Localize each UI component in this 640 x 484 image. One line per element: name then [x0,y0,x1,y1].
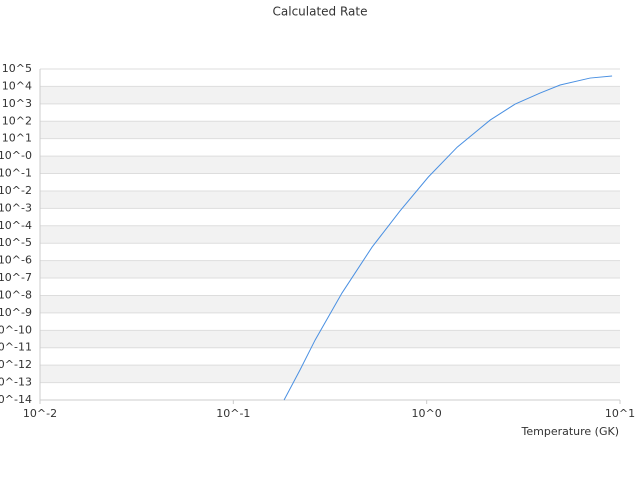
y-tick-label: 10^-9 [0,306,32,319]
y-tick-label: 10^5 [2,62,32,75]
y-tick-label: 10^-11 [0,341,32,354]
x-tick-label: 10^0 [412,407,442,420]
y-tick-label: 10^-14 [0,393,32,406]
grid-band [40,330,620,348]
y-tick-label: 10^3 [2,97,32,110]
x-tick-label: 10^-1 [216,407,250,420]
x-axis-label: Temperature (GK) [521,425,620,438]
grid-band [40,156,620,174]
y-tick-label: 10^-0 [0,149,32,162]
grid-band [40,86,620,104]
y-tick-label: 10^-13 [0,376,32,389]
x-tick-label: 10^-2 [23,407,57,420]
grid-band [40,190,620,209]
grid-band [40,295,620,313]
grid-band [40,225,620,244]
y-tick-label: 10^-8 [0,288,32,301]
y-tick-label: 10^-6 [0,254,32,267]
y-tick-label: 10^-1 [0,167,32,180]
y-tick-label: 10^-7 [0,271,32,284]
grid-band [40,121,620,139]
y-tick-label: 10^-12 [0,358,32,371]
y-tick-label: 10^2 [2,114,32,127]
y-tick-label: 10^4 [2,79,32,92]
y-tick-label: 10^-5 [0,236,32,249]
y-tick-label: 10^-3 [0,201,32,214]
y-tick-label: 10^-4 [0,219,32,232]
grid-band [40,365,620,383]
y-tick-label: 10^-2 [0,184,32,197]
grid-band [40,260,620,279]
y-tick-label: 10^1 [2,132,32,145]
y-tick-label: 10^-10 [0,323,32,336]
data-line [283,75,613,401]
x-tick-label: 10^1 [605,407,635,420]
chart-title: Calculated Rate [273,5,368,19]
